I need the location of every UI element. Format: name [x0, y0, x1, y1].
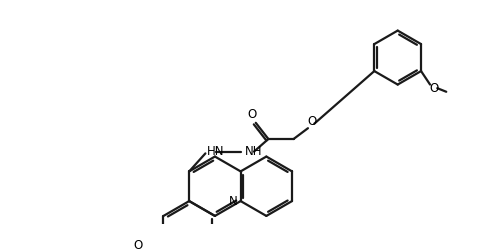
Text: N: N	[228, 194, 237, 208]
Text: O: O	[134, 239, 143, 249]
Text: O: O	[247, 108, 257, 121]
Text: NH: NH	[244, 145, 262, 158]
Text: HN: HN	[207, 145, 224, 158]
Text: O: O	[428, 82, 438, 95]
Text: O: O	[307, 115, 317, 128]
